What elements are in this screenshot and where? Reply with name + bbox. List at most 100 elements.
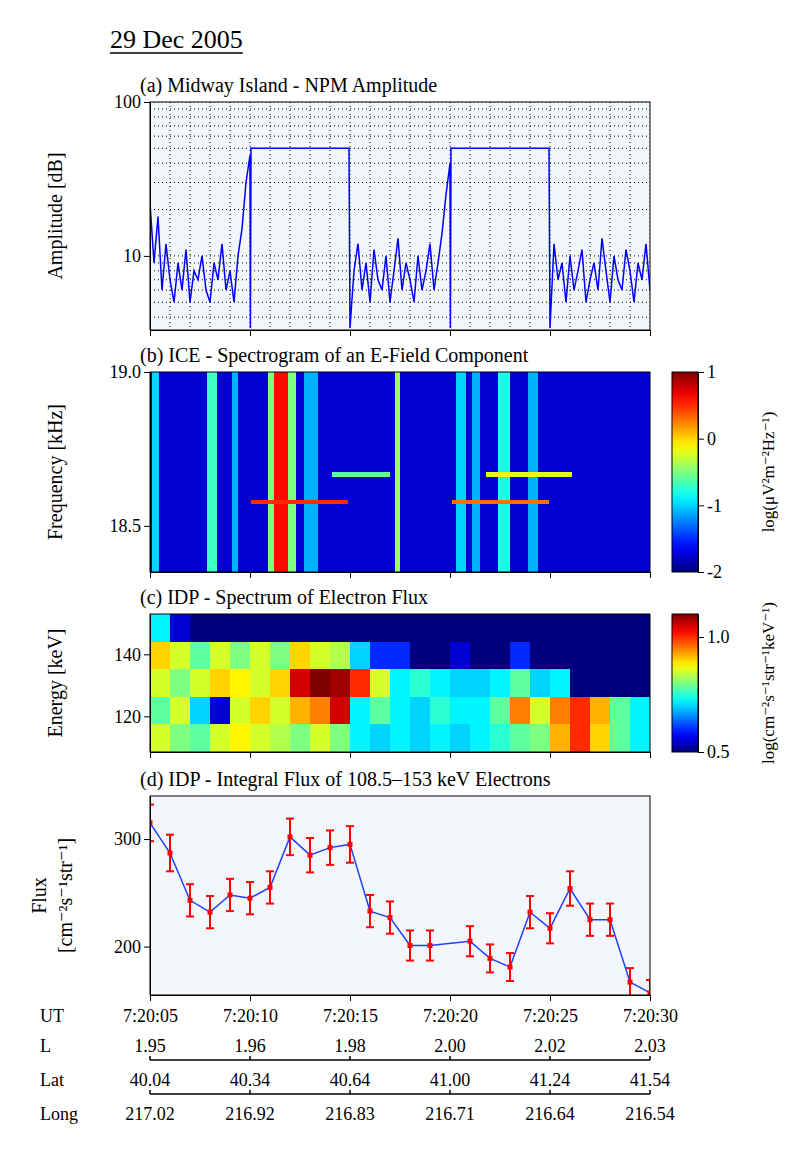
colorbar-tick-label: 1 (707, 362, 716, 382)
grid-line (150, 290, 650, 291)
error-bar (626, 968, 634, 995)
colorbar-tick-mark (698, 572, 704, 573)
x-tick-label: 7:20:25 (523, 1006, 578, 1026)
x-tick (250, 752, 251, 758)
heatmap-cell (310, 614, 330, 642)
heatmap-cell (230, 642, 250, 670)
error-bar (346, 826, 354, 863)
heatmap-cell (430, 614, 450, 642)
error-bar-cap (566, 905, 574, 907)
colorbar-tick-mark (698, 505, 704, 506)
heatmap-cell (470, 669, 490, 697)
heatmap-cell (330, 724, 350, 752)
error-bar-cap (286, 818, 294, 820)
ephemeris-value: 1.96 (234, 1036, 266, 1056)
x-tick-mark (450, 995, 451, 1001)
ephemeris-tick (649, 1056, 651, 1060)
heatmap-cell (310, 642, 330, 670)
heatmap-cell (590, 614, 610, 642)
ephemeris: L1.951.961.982.002.022.03Lat40.0440.3440… (40, 1036, 675, 1124)
x-tick (550, 330, 551, 336)
heatmap-cell (370, 669, 390, 697)
error-bar-cap (206, 895, 214, 897)
heatmap-cell (230, 614, 250, 642)
heatmap-cell (450, 669, 470, 697)
y-axis: 120140 (114, 615, 151, 753)
error-bar-cap (646, 979, 650, 981)
error-bar (186, 884, 194, 916)
x-tick (150, 572, 151, 578)
x-tick-mark (450, 752, 451, 758)
y-tick-mark (144, 839, 150, 840)
x-tick (650, 752, 651, 758)
heatmap-cell (450, 642, 470, 670)
x-tick-mark (650, 752, 651, 758)
y-tick: 19.0 (110, 362, 151, 382)
heatmap-cell (630, 642, 650, 670)
error-bar-cap (406, 929, 414, 931)
data-point (428, 943, 433, 948)
x-tick-mark (450, 330, 451, 336)
y-tick: 200 (114, 937, 150, 957)
x-tick-mark (250, 572, 251, 578)
heatmap-cell (190, 642, 210, 670)
heatmap-cell (150, 372, 650, 572)
y-tick-label: 10 (123, 246, 141, 266)
x-tick (650, 330, 651, 336)
colorbar-tick-mark (698, 752, 704, 753)
error-bar (566, 871, 574, 905)
heatmap-cell (350, 697, 370, 725)
x-tick-mark (350, 572, 351, 578)
heatmap-cell (410, 669, 430, 697)
heatmap-cell (230, 724, 250, 752)
figure: 29 Dec 2005(a) Midway Island - NPM Ampli… (0, 0, 793, 1150)
x-tick (550, 752, 551, 758)
x-tick-mark (550, 330, 551, 336)
heatmap-cell (590, 669, 610, 697)
error-bar (386, 901, 394, 933)
y-tick-mark (144, 947, 150, 948)
heatmap-cell (250, 724, 270, 752)
heatmap-cell (570, 724, 590, 752)
heatmap-cell (590, 642, 610, 670)
grid-line (150, 102, 151, 330)
heatmap-cell (170, 697, 190, 725)
ephemeris-value: 41.54 (630, 1070, 671, 1090)
error-bar-cap (246, 913, 254, 915)
error-bar-cap (266, 870, 274, 872)
ephemeris-value: 216.54 (625, 1104, 675, 1124)
error-bar-cap (186, 915, 194, 917)
y-tick-mark (144, 654, 150, 655)
y-tick-mark (144, 716, 150, 717)
x-tick-mark (550, 995, 551, 1001)
y-tick-label: 19.0 (110, 362, 142, 382)
error-bar-cap (346, 862, 354, 864)
y-tick-label: 18.5 (110, 516, 142, 536)
axis-line (698, 615, 699, 753)
heatmap-cell (210, 614, 230, 642)
plot-background (150, 614, 650, 752)
x-tick-mark (550, 752, 551, 758)
heatmap-cell (410, 642, 430, 670)
heatmap-cell (550, 669, 570, 697)
heatmap-cell (490, 724, 510, 752)
colorbar (672, 372, 698, 572)
data-point (328, 845, 333, 850)
colorbar-tick: -1 (698, 496, 722, 516)
heatmap-cell (550, 614, 570, 642)
ephemeris-value: 216.92 (225, 1104, 275, 1124)
x-tick (350, 752, 351, 758)
colorbar-tick: 0.5 (698, 742, 730, 762)
ephemeris-tick (549, 1056, 551, 1060)
x-tick-mark (350, 330, 351, 336)
data-point (368, 909, 373, 914)
data-point (488, 956, 493, 961)
heatmap-cell (610, 697, 630, 725)
plot-area (150, 805, 650, 995)
axis-line (151, 752, 651, 753)
data-point (248, 896, 253, 901)
heatmap-cell (270, 614, 290, 642)
heatmap-cell (470, 724, 490, 752)
error-bar (506, 953, 514, 981)
error-bar-cap (566, 870, 574, 872)
